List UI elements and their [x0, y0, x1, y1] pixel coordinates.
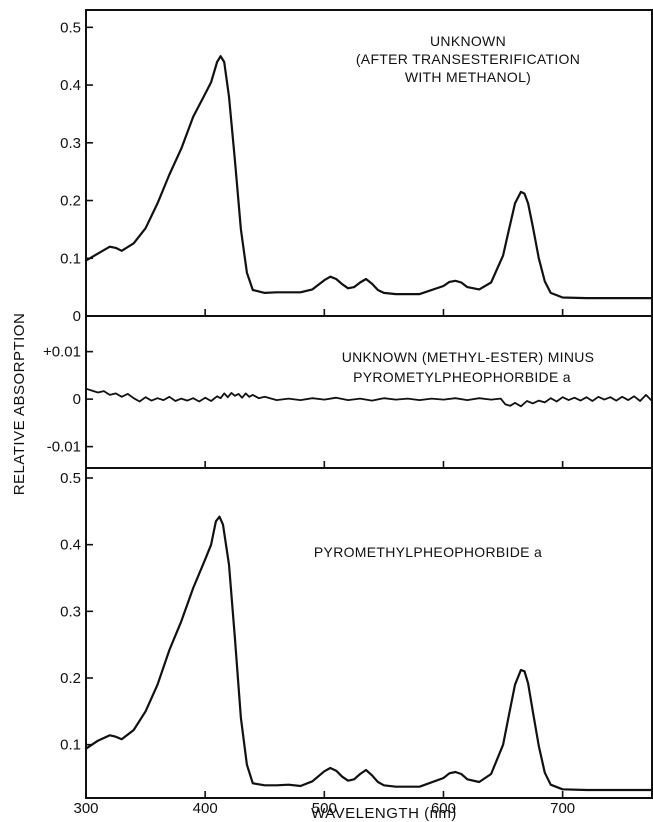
middle-panel-annotation-line-2: PYROMETYLPHEOPHORBIDE a [353, 369, 571, 385]
panel-1-y-tick-label: 0 [73, 308, 81, 325]
unknown-transesterified-spectrum-line [84, 55, 653, 300]
difference-spectrum-line [85, 387, 653, 408]
y-axis-label: RELATIVE ABSORPTION [11, 313, 28, 496]
panel-3-y-tick-label: 0.1 [60, 737, 81, 754]
x-tick-label: 300 [73, 800, 98, 817]
panel-2-y-tick-label: +0.01 [43, 344, 81, 361]
top-panel-annotation-line-2: (AFTER TRANSESTERIFICATION [356, 51, 580, 67]
panel-3-y-tick-label: 0.4 [60, 537, 81, 554]
top-panel-annotation-line-3: WITH METHANOL) [405, 69, 531, 85]
bottom-panel-frame [85, 467, 653, 799]
panel-3-y-tick-label: 0.2 [60, 670, 81, 687]
panel-3-y-tick-label: 0.5 [60, 470, 81, 487]
bottom-panel-annotation: PYROMETHYLPHEOPHORBIDE a [314, 544, 542, 560]
pyromethylpheophorbide-spectrum-line [84, 515, 653, 792]
panel-2-y-tick-label: 0 [73, 391, 81, 408]
panel-1-y-tick-label: 0.2 [60, 193, 81, 210]
panel-1-y-tick-label: 0.3 [60, 135, 81, 152]
top-panel-annotation-line-1: UNKNOWN [430, 33, 506, 49]
ticks-layer: 0 0.1 0.2 0.3 0.4 0.5 +0.01 0 -0.01 0.1 0.2 0.3 0.4 0… [43, 19, 575, 817]
panel-1-y-tick-label: 0.4 [60, 77, 81, 94]
panel-1-y-tick-label: 0.5 [60, 19, 81, 36]
x-tick-label: 600 [431, 800, 456, 817]
x-axis-label: WAVELENGTH (nm) [311, 805, 457, 822]
middle-panel-annotation-line-1: UNKNOWN (METHYL-ESTER) MINUS [342, 349, 595, 365]
x-tick-label: 500 [312, 800, 337, 817]
panel-1-y-tick-label: 0.1 [60, 250, 81, 267]
middle-panel-frame [85, 315, 653, 469]
panel-3-y-tick-label: 0.3 [60, 603, 81, 620]
panel-2-y-tick-label: -0.01 [47, 439, 81, 456]
x-tick-label: 400 [193, 800, 218, 817]
x-tick-label: 700 [550, 800, 575, 817]
